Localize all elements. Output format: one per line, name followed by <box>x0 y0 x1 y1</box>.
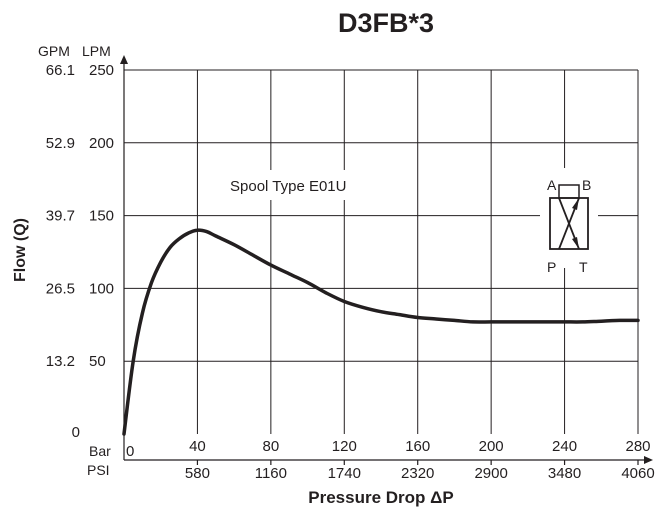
x-tick-label-psi: 3480 <box>548 465 581 482</box>
annotation-background <box>222 170 350 200</box>
x-tick-label-bar: 240 <box>552 438 577 455</box>
y-tick-label-lpm: 250 <box>89 62 114 79</box>
y-tick-label-gpm: 26.5 <box>46 280 75 297</box>
x-tick-label-bar: 200 <box>479 438 504 455</box>
port-p-label: P <box>547 259 556 275</box>
y-tick-label-gpm: 0 <box>72 424 80 441</box>
y-tick-label-lpm: 100 <box>89 280 114 297</box>
y-tick-label-gpm: 39.7 <box>46 208 75 225</box>
x-axis-title: Pressure Drop ΔP <box>308 488 453 507</box>
port-b-label: B <box>582 177 591 193</box>
valve-envelope <box>549 197 589 250</box>
x-tick-label-psi: 1740 <box>328 465 361 482</box>
y-axis-arrow-icon <box>120 55 128 64</box>
x-tick-label-psi: 1160 <box>255 465 287 482</box>
tick-labels: 0 40 580 80 1160 120 1740 160 2320 200 2900 240 3480… <box>46 62 655 482</box>
y-unit-lpm: LPM <box>82 43 111 59</box>
y-tick-label-lpm: 50 <box>89 353 106 370</box>
arrow-to-t-icon <box>572 237 579 249</box>
axes <box>120 55 653 464</box>
spool-type-annotation: Spool Type E01U <box>230 178 346 195</box>
x-unit-psi: PSI <box>87 462 110 478</box>
x-tick-label-psi: 4060 <box>621 465 654 482</box>
x-unit-bar: Bar <box>89 443 111 459</box>
spool-symbol: A B P T <box>540 168 598 275</box>
y-tick-label-gpm: 52.9 <box>46 135 75 152</box>
port-a-label: A <box>547 177 557 193</box>
x-tick-label-psi: 2320 <box>401 465 434 482</box>
y-tick-label-gpm: 13.2 <box>46 353 75 370</box>
x-tick-label-bar: 80 <box>263 438 280 455</box>
x-tick-label-psi: 580 <box>185 465 210 482</box>
x-tick-label-psi: 2900 <box>474 465 507 482</box>
flow-curve-line <box>122 228 640 436</box>
x-tick-label-bar: 280 <box>625 438 650 455</box>
arrow-to-b-icon <box>572 198 579 210</box>
x-axis-arrow-icon <box>644 456 653 464</box>
series <box>122 228 640 436</box>
y-tick-label-gpm: 66.1 <box>46 62 75 79</box>
y-unit-gpm: GPM <box>38 43 70 59</box>
x-tick-label-bar: 160 <box>405 438 430 455</box>
x-tick-label-bar: 0 <box>126 443 134 460</box>
chart-title: D3FB*3 <box>338 8 434 38</box>
x-tick-label-bar: 120 <box>332 438 357 455</box>
port-t-label: T <box>579 259 588 275</box>
x-tick-label-bar: 40 <box>189 438 206 455</box>
y-axis-title: Flow (Q) <box>12 218 29 282</box>
y-tick-label-lpm: 200 <box>89 135 114 152</box>
y-tick-label-lpm: 150 <box>89 208 114 225</box>
